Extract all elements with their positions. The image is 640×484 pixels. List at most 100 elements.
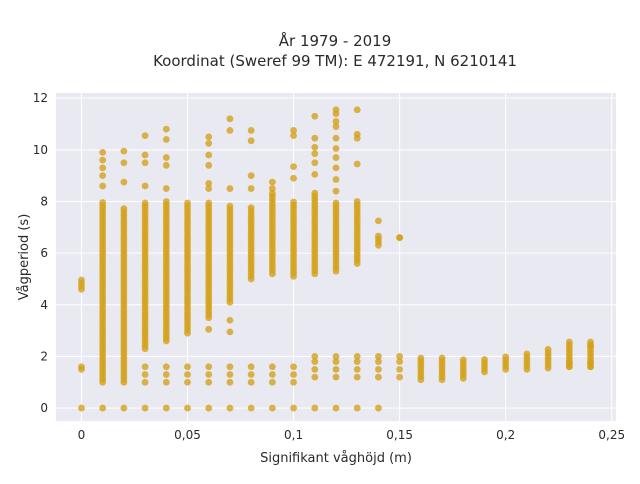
- data-point: [205, 133, 213, 141]
- data-point: [162, 404, 170, 412]
- data-point: [375, 358, 382, 365]
- y-tick-label: 0: [40, 401, 48, 415]
- data-point: [481, 356, 488, 363]
- data-point: [205, 199, 213, 207]
- data-point: [587, 342, 594, 350]
- data-point: [417, 354, 425, 362]
- data-point: [311, 353, 319, 360]
- data-point: [141, 363, 149, 371]
- data-point: [565, 359, 573, 367]
- data-point: [120, 159, 128, 167]
- data-point: [226, 371, 234, 378]
- data-points: [78, 106, 594, 412]
- data-point: [141, 199, 149, 207]
- data-point: [311, 159, 319, 167]
- data-point: [184, 363, 191, 371]
- data-point: [99, 149, 107, 156]
- data-point: [311, 150, 319, 158]
- data-point: [162, 185, 170, 192]
- data-point: [120, 178, 128, 186]
- y-tick-label: 12: [33, 91, 48, 105]
- data-point: [268, 371, 276, 378]
- data-point: [141, 151, 149, 159]
- data-point: [290, 163, 297, 171]
- data-point: [290, 404, 297, 412]
- y-tick-label: 10: [33, 143, 48, 157]
- data-point: [332, 404, 340, 412]
- data-point: [311, 189, 319, 197]
- data-point: [247, 363, 255, 371]
- data-point: [247, 127, 255, 134]
- data-point: [290, 127, 297, 134]
- data-point: [353, 365, 361, 373]
- data-point: [205, 371, 213, 378]
- data-point: [247, 172, 255, 180]
- data-point: [332, 353, 340, 360]
- data-point: [396, 373, 404, 381]
- data-point: [226, 363, 234, 371]
- data-point: [99, 199, 107, 206]
- data-point: [332, 123, 340, 130]
- data-point: [226, 316, 234, 324]
- data-point: [141, 371, 149, 378]
- data-point: [565, 338, 573, 346]
- data-point: [332, 373, 340, 381]
- data-point: [523, 350, 531, 358]
- data-point: [353, 134, 361, 142]
- data-point: [247, 204, 255, 212]
- x-tick-label: 0,05: [174, 428, 201, 442]
- data-point: [226, 115, 234, 123]
- data-point: [226, 202, 234, 210]
- data-point: [184, 371, 191, 378]
- data-point: [162, 125, 170, 133]
- data-point: [332, 199, 340, 207]
- data-point: [396, 234, 404, 242]
- data-point: [205, 404, 213, 412]
- data-point: [141, 404, 149, 412]
- data-point: [205, 151, 213, 159]
- data-point: [78, 404, 85, 412]
- y-tick-label: 4: [40, 298, 48, 312]
- y-axis-label: Vågperiod (s): [17, 214, 32, 301]
- data-point: [290, 371, 297, 378]
- data-point: [459, 356, 467, 364]
- data-point: [247, 185, 255, 192]
- y-tick-label: 6: [40, 246, 48, 260]
- data-point: [311, 134, 319, 142]
- data-point: [544, 346, 552, 353]
- x-tick-label: 0,2: [496, 428, 515, 442]
- data-point: [120, 147, 128, 155]
- data-point: [99, 156, 107, 164]
- data-point: [332, 154, 340, 161]
- data-point: [438, 354, 446, 362]
- data-point: [332, 110, 340, 118]
- data-point: [268, 404, 276, 412]
- data-point: [502, 353, 510, 361]
- data-point: [290, 378, 297, 386]
- data-point: [162, 371, 170, 378]
- data-point: [184, 199, 191, 207]
- y-axis-ticks: 0 2 4 6 8 10 12: [33, 91, 48, 415]
- data-point: [311, 365, 319, 373]
- data-point: [78, 363, 85, 371]
- data-point: [290, 198, 297, 206]
- data-point: [247, 137, 255, 145]
- data-point: [247, 378, 255, 386]
- data-point: [205, 185, 213, 192]
- data-point: [247, 371, 255, 378]
- data-point: [99, 164, 107, 172]
- data-point: [311, 358, 319, 365]
- data-point: [353, 160, 361, 168]
- data-point: [375, 373, 382, 381]
- data-point: [396, 365, 404, 373]
- data-point: [162, 363, 170, 371]
- x-tick-label: 0,1: [284, 428, 303, 442]
- data-point: [353, 358, 361, 365]
- data-point: [353, 353, 361, 360]
- data-point: [247, 404, 255, 412]
- data-point: [311, 112, 319, 120]
- data-point: [268, 378, 276, 386]
- data-point: [332, 134, 340, 142]
- x-tick-label: 0: [78, 428, 86, 442]
